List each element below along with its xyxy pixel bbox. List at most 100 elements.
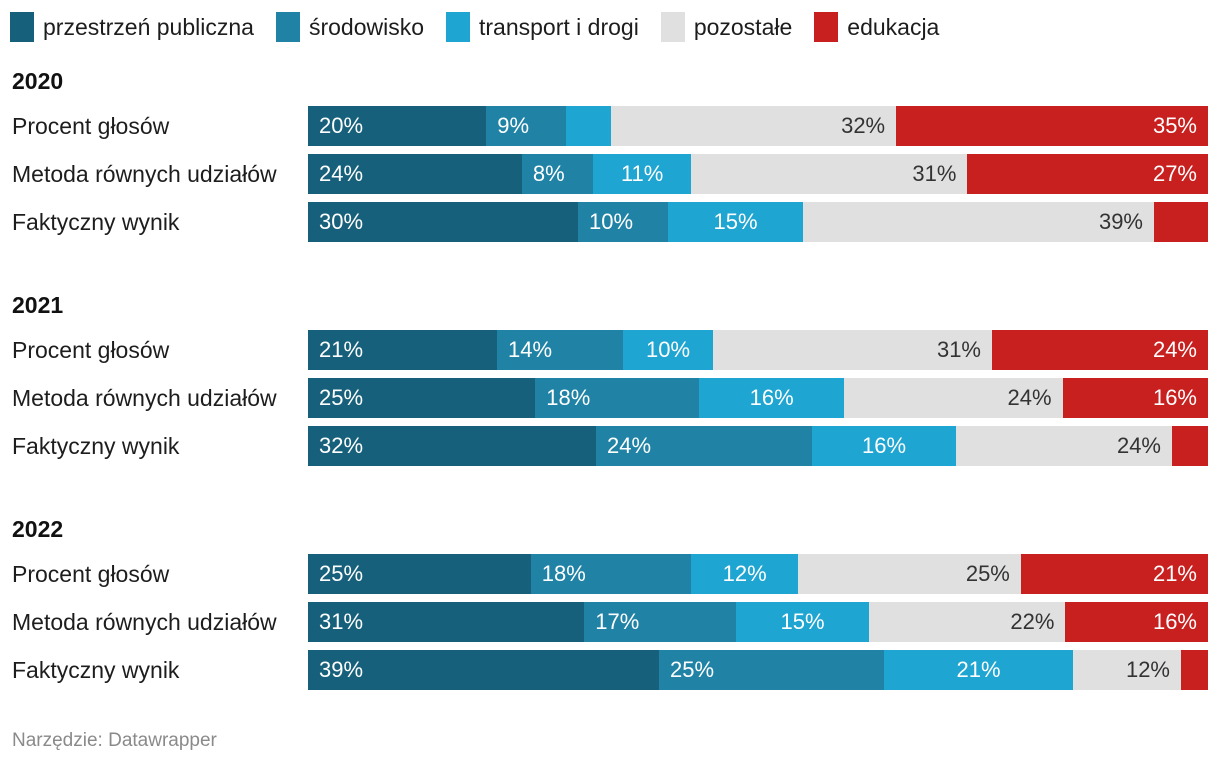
stacked-bar: 21% 14% 10% 31% 24% (308, 330, 1208, 370)
data-label: 21% (1152, 561, 1197, 586)
bar-segment (798, 554, 1021, 594)
row-label: Faktyczny wynik (12, 657, 180, 683)
data-label: 39% (1098, 209, 1143, 234)
data-label: 14% (508, 337, 553, 362)
bar-segment (844, 378, 1063, 418)
data-label: 16% (861, 433, 907, 458)
bar-segment (578, 202, 668, 242)
stacked-bar: 25% 18% 16% 24% 16% (308, 378, 1208, 418)
data-label: 22% (1010, 609, 1055, 634)
data-label: 27% (1152, 161, 1197, 186)
stacked-bar: 30% 10% 15% 39% (308, 202, 1208, 242)
legend-item: środowisko (275, 12, 424, 42)
bar-segment (521, 154, 594, 194)
stacked-bar: 20% 9% 32% 35% (308, 106, 1208, 146)
data-label: 18% (541, 561, 586, 586)
bar-segment (1073, 650, 1181, 690)
bar-segment (486, 106, 567, 146)
legend-swatch (10, 12, 34, 42)
bar-segment (803, 202, 1154, 242)
bar-segment (308, 426, 596, 466)
stacked-bar: 39% 25% 21% 12% (308, 650, 1208, 690)
bar-segment (308, 650, 659, 690)
data-label: 30% (319, 209, 364, 234)
bar-segment (967, 154, 1208, 194)
bar-segment (992, 330, 1208, 370)
bar-segment (668, 202, 803, 242)
data-label: 39% (319, 657, 364, 682)
bar-segment (610, 106, 897, 146)
source-note: Narzędzie: Datawrapper (12, 730, 217, 751)
group-title: 2021 (12, 292, 64, 318)
data-label: 25% (319, 385, 364, 410)
data-label: 12% (722, 561, 767, 586)
data-label: 16% (1152, 609, 1197, 634)
data-label: 24% (1152, 337, 1197, 362)
data-label: 15% (713, 209, 758, 234)
stacked-bar: 25% 18% 12% 25% 21% (308, 554, 1208, 594)
data-label: 25% (319, 561, 364, 586)
row-label: Procent głosów (12, 337, 170, 363)
row-label: Faktyczny wynik (12, 433, 180, 459)
bar-segment (623, 330, 713, 370)
bar-segment (1181, 650, 1208, 690)
legend-label: transport i drogi (479, 13, 639, 40)
stacked-bar: 24% 8% 11% 31% 27% (308, 154, 1208, 194)
bar-segment (691, 154, 968, 194)
row-label: Metoda równych udziałów (12, 609, 277, 635)
data-label: 10% (589, 209, 634, 234)
data-label: 9% (497, 113, 529, 138)
bar-segment (659, 650, 884, 690)
group-title: 2020 (12, 68, 64, 94)
data-label: 31% (936, 337, 981, 362)
bar-segment (308, 202, 578, 242)
row-label: Procent głosów (12, 561, 170, 587)
data-label: 35% (1152, 113, 1197, 138)
legend-item: pozostałe (660, 12, 792, 42)
bar-segment (308, 378, 536, 418)
data-label: 32% (841, 113, 886, 138)
bar-segment (713, 330, 992, 370)
bar-segment (308, 330, 497, 370)
data-label: 17% (595, 609, 640, 634)
row-label: Faktyczny wynik (12, 209, 180, 235)
bar-segment (1065, 602, 1208, 642)
bar-segment (698, 378, 845, 418)
data-label: 25% (670, 657, 715, 682)
legend-label: edukacja (847, 13, 940, 40)
data-label: 8% (532, 161, 565, 186)
data-label: 20% (319, 113, 364, 138)
bar-segment (497, 330, 623, 370)
bar-segment (308, 602, 585, 642)
bar-segment (884, 650, 1073, 690)
data-label: 24% (319, 161, 364, 186)
legend-item: przestrzeń publiczna (10, 12, 254, 42)
data-label: 16% (1152, 385, 1197, 410)
data-label: 10% (645, 337, 691, 362)
legend-swatch (814, 12, 839, 42)
bar-segment (596, 426, 812, 466)
bar-segment (1020, 554, 1208, 594)
data-label: 25% (965, 561, 1010, 586)
bar-segment (1154, 202, 1208, 242)
stacked-bar: 32% 24% 16% 24% (308, 426, 1208, 466)
bar-segment (308, 106, 487, 146)
bar-segment (896, 106, 1208, 146)
legend-label: przestrzeń publiczna (43, 13, 254, 40)
bar-segment (691, 554, 799, 594)
legend-item: transport i drogi (446, 12, 639, 42)
bar-segment (535, 378, 699, 418)
bar-segment (584, 602, 736, 642)
legend-swatch (660, 12, 685, 42)
bar-segment (1062, 378, 1208, 418)
chart-legend: przestrzeń publiczna środowisko transport … (10, 10, 961, 44)
data-label: 24% (607, 433, 652, 458)
bar-segment (308, 154, 522, 194)
bar-segment (308, 554, 531, 594)
stacked-bar: 31% 17% 15% 22% 16% (308, 602, 1208, 642)
bar-segment (593, 154, 692, 194)
bar-segment (566, 106, 611, 146)
legend-swatch (275, 12, 300, 42)
bar-segment (956, 426, 1172, 466)
data-label: 12% (1125, 657, 1170, 682)
